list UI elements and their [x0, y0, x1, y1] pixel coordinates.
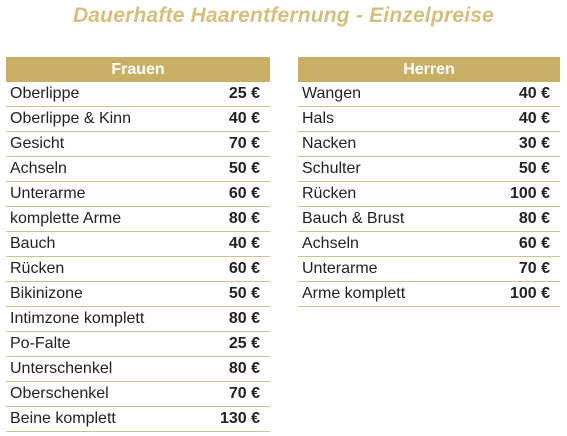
- treatment-area-label: Schulter: [302, 160, 361, 177]
- women-table-body: Oberlippe 25 € Oberlippe & Kinn 40 € Gesicht…: [6, 82, 270, 432]
- price-value: 40 €: [228, 235, 260, 252]
- treatment-area-label: Oberlippe & Kinn: [10, 110, 131, 127]
- treatment-area-label: Unterschenkel: [10, 360, 113, 377]
- treatment-area-label: Oberschenkel: [10, 385, 109, 402]
- women-price-table: Frauen Oberlippe 25 € Oberlippe & Kinn 40 €…: [6, 57, 270, 432]
- treatment-area-label: Rücken: [302, 185, 357, 202]
- treatment-area-label: Bauch & Brust: [302, 210, 405, 227]
- table-row: Oberlippe 25 €: [6, 82, 270, 107]
- men-table-header: Herren: [298, 57, 560, 82]
- treatment-area-label: Arme komplett: [302, 285, 406, 302]
- price-value: 25 €: [228, 335, 260, 352]
- table-row: Po-Falte 25 €: [6, 332, 270, 357]
- table-row: Rücken 100 €: [298, 182, 560, 207]
- table-row: Unterarme 70 €: [298, 257, 560, 282]
- men-table-body: Wangen 40 € Hals 40 € Nacken 30 € Schulter 50 €…: [298, 82, 560, 307]
- treatment-area-label: Unterarme: [302, 260, 378, 277]
- price-value: 70 €: [228, 385, 260, 402]
- price-value: 50 €: [518, 160, 550, 177]
- price-value: 50 €: [228, 160, 260, 177]
- table-row: Unterarme 60 €: [6, 182, 270, 207]
- table-row: Hals 40 €: [298, 107, 560, 132]
- treatment-area-label: Intimzone komplett: [10, 310, 145, 327]
- table-row: Gesicht 70 €: [6, 132, 270, 157]
- price-value: 60 €: [228, 260, 260, 277]
- table-row: Bikinizone 50 €: [6, 282, 270, 307]
- price-value: 25 €: [228, 85, 260, 102]
- price-value: 80 €: [518, 210, 550, 227]
- table-row: Intimzone komplett 80 €: [6, 307, 270, 332]
- treatment-area-label: Bikinizone: [10, 285, 83, 302]
- treatment-area-label: Achseln: [302, 235, 359, 252]
- table-row: Arme komplett 100 €: [298, 282, 560, 307]
- table-row: Achseln 50 €: [6, 157, 270, 182]
- table-row: Wangen 40 €: [298, 82, 560, 107]
- treatment-area-label: Nacken: [302, 135, 357, 152]
- price-value: 40 €: [518, 85, 550, 102]
- table-row: Oberschenkel 70 €: [6, 382, 270, 407]
- table-row: Nacken 30 €: [298, 132, 560, 157]
- treatment-area-label: Wangen: [302, 85, 361, 102]
- price-value: 100 €: [509, 285, 550, 302]
- treatment-area-label: Gesicht: [10, 135, 65, 152]
- treatment-area-label: komplette Arme: [10, 210, 122, 227]
- treatment-area-label: Hals: [302, 110, 335, 127]
- price-value: 80 €: [228, 360, 260, 377]
- page-title: Dauerhafte Haarentfernung - Einzelpreise: [72, 4, 495, 27]
- treatment-area-label: Bauch: [10, 235, 56, 252]
- treatment-area-label: Po-Falte: [10, 335, 71, 352]
- treatment-area-label: Beine komplett: [10, 410, 116, 427]
- treatment-area-label: Rücken: [10, 260, 65, 277]
- table-row: Achseln 60 €: [298, 232, 560, 257]
- treatment-area-label: Achseln: [10, 160, 67, 177]
- price-value: 70 €: [228, 135, 260, 152]
- table-row: Unterschenkel 80 €: [6, 357, 270, 382]
- price-value: 80 €: [228, 310, 260, 327]
- price-value: 40 €: [518, 110, 550, 127]
- price-value: 50 €: [228, 285, 260, 302]
- price-value: 130 €: [219, 410, 260, 427]
- treatment-area-label: Oberlippe: [10, 85, 80, 102]
- price-value: 30 €: [518, 135, 550, 152]
- price-value: 70 €: [518, 260, 550, 277]
- price-value: 100 €: [509, 185, 550, 202]
- price-value: 60 €: [228, 185, 260, 202]
- price-value: 60 €: [518, 235, 550, 252]
- price-value: 80 €: [228, 210, 260, 227]
- women-table-header: Frauen: [6, 57, 270, 82]
- table-row: Schulter 50 €: [298, 157, 560, 182]
- men-price-table: Herren Wangen 40 € Hals 40 € Nacken 30 € Schul…: [298, 57, 560, 307]
- table-row: Beine komplett 130 €: [6, 407, 270, 432]
- table-row: Bauch & Brust 80 €: [298, 207, 560, 232]
- table-row: Rücken 60 €: [6, 257, 270, 282]
- treatment-area-label: Unterarme: [10, 185, 86, 202]
- price-value: 40 €: [228, 110, 260, 127]
- table-row: Bauch 40 €: [6, 232, 270, 257]
- table-row: Oberlippe & Kinn 40 €: [6, 107, 270, 132]
- table-row: komplette Arme 80 €: [6, 207, 270, 232]
